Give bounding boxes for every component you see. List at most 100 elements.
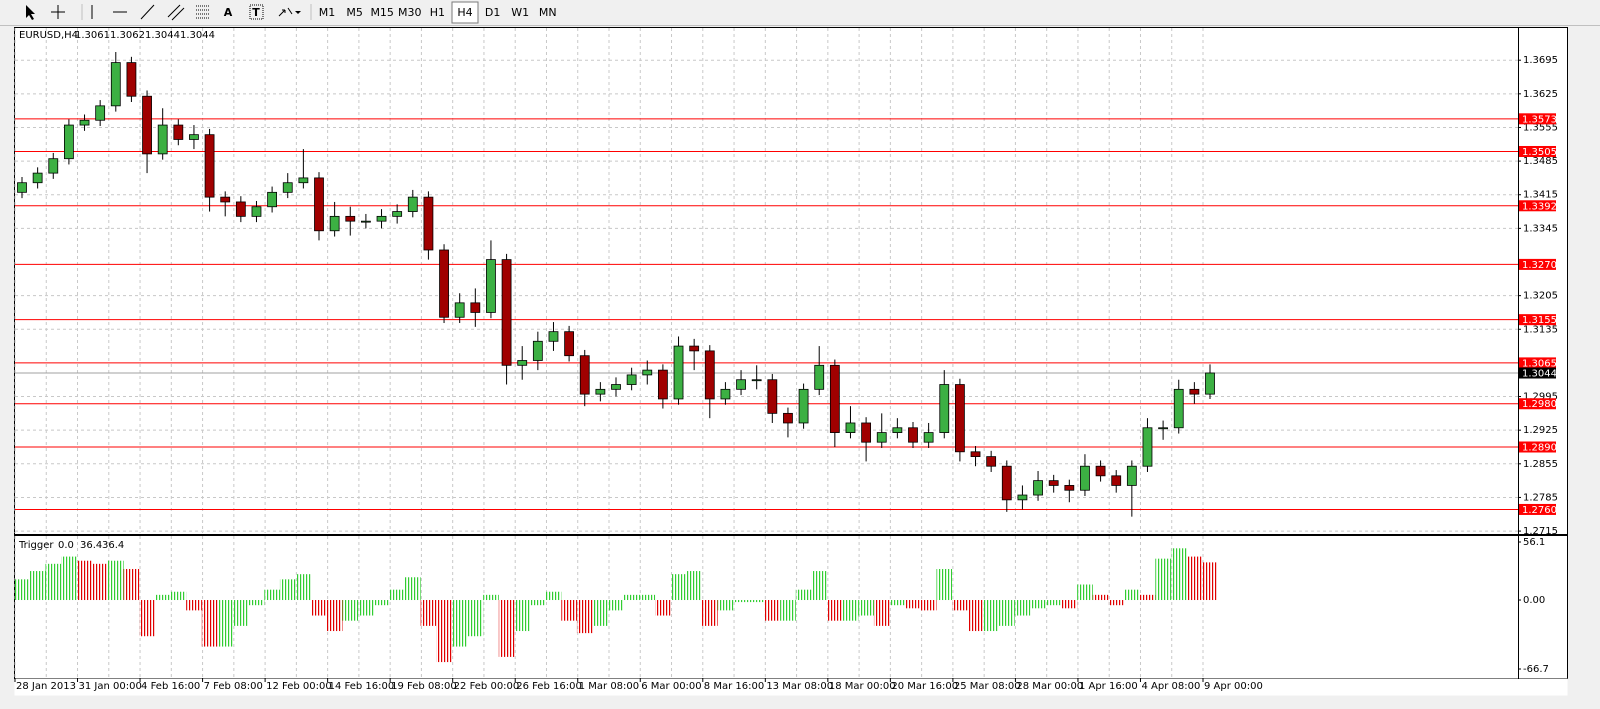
x-tick-label: 8 Mar 16:00	[704, 681, 764, 692]
indicator-readout: 36.4	[102, 540, 124, 551]
level-label: 1.2980	[1522, 399, 1557, 410]
current-price-label: 1.3044	[1522, 368, 1557, 379]
y-tick-label: 1.3415	[1523, 190, 1558, 201]
oscillator-bar	[436, 600, 452, 663]
level-label-box	[1519, 314, 1556, 326]
fibonacci-tool[interactable]	[196, 5, 210, 19]
candle-body	[1001, 465, 1012, 501]
quote-value: 1.3044	[180, 30, 215, 41]
timeframe-button[interactable]: H1	[430, 6, 445, 19]
candle-body	[407, 196, 418, 212]
candle-body	[1064, 485, 1075, 491]
y-tick-label: 1.3345	[1523, 223, 1558, 234]
x-tick-label: 20 Mar 16:00	[891, 681, 958, 692]
timeframe-button[interactable]: M1	[319, 6, 336, 19]
oscillator-bar	[45, 563, 62, 601]
oscillator-bar	[780, 600, 796, 621]
level-label: 1.3392	[1522, 201, 1557, 212]
cursor-tool[interactable]	[26, 5, 35, 20]
candle-body	[267, 191, 278, 208]
level-label: 1.3270	[1522, 260, 1557, 271]
oscillator-bar	[1108, 600, 1125, 606]
y-tick-label: 1.3625	[1523, 89, 1558, 100]
candle-body	[173, 124, 184, 140]
oscillator-bar	[639, 594, 656, 601]
text-tool[interactable]: T	[252, 6, 260, 19]
x-tick-label: 9 Apr 00:00	[1204, 681, 1263, 692]
oscillator-bar	[842, 600, 859, 621]
oscillator-bar	[107, 560, 124, 601]
candle-body	[110, 62, 121, 107]
candle-body	[126, 62, 137, 97]
candle-body	[923, 432, 934, 443]
oscillator-bar	[655, 600, 671, 616]
candle-body	[48, 158, 59, 174]
candle-body	[532, 340, 543, 361]
channel-tool[interactable]	[167, 4, 185, 21]
oscillator-bar	[1202, 562, 1218, 601]
text-tool[interactable]: A	[224, 6, 233, 19]
timeframe-button[interactable]: W1	[511, 6, 529, 19]
candle-body	[1126, 465, 1137, 486]
level-label: 1.3505	[1522, 147, 1557, 158]
level-label: 1.2890	[1522, 442, 1557, 453]
oscillator-bar	[389, 589, 405, 601]
oscillator-bar	[201, 600, 218, 647]
timeframe-button[interactable]: M30	[398, 6, 422, 19]
oscillator-bar	[670, 574, 687, 601]
candle-body	[345, 215, 356, 222]
oscillator-bar	[701, 600, 718, 626]
oscillator-bar	[1139, 594, 1156, 601]
x-tick-label: 26 Feb 16:00	[516, 681, 582, 692]
x-tick-label: 4 Apr 08:00	[1141, 681, 1200, 692]
oscillator-bar	[967, 600, 984, 632]
candle-body	[829, 364, 840, 433]
timeframe-button[interactable]: M15	[370, 6, 394, 19]
x-tick-label: 28 Jan 2013	[16, 681, 76, 692]
oscillator-bar	[139, 600, 155, 637]
y-tick-label: 1.2785	[1523, 492, 1558, 503]
candle-body	[1189, 388, 1200, 395]
indicator-title: Trigger	[18, 540, 54, 551]
timeframe-button[interactable]: M5	[346, 6, 363, 19]
candle-body	[189, 134, 199, 140]
oscillator-bar	[905, 600, 921, 609]
arrows-dropdown[interactable]	[295, 11, 301, 14]
crosshair-tool[interactable]	[51, 5, 65, 19]
oscillator-bar	[858, 600, 874, 616]
candle-body	[1111, 475, 1122, 486]
oscillator-bar	[733, 600, 749, 603]
oscillator-bar	[483, 594, 499, 601]
x-tick-label: 4 Feb 16:00	[141, 681, 200, 692]
trendline-tool[interactable]	[140, 4, 155, 20]
oscillator-bar	[311, 600, 327, 616]
candle-body	[1142, 427, 1153, 467]
oscillator-bar	[764, 600, 781, 621]
y-tick-label: 1.3555	[1523, 122, 1558, 133]
oscillator-bar	[76, 560, 93, 601]
timeframe-button[interactable]: MN	[539, 6, 557, 19]
timeframe-button[interactable]: H4	[457, 6, 472, 19]
candle-body	[548, 331, 559, 342]
candle-body	[611, 384, 621, 390]
y-tick-label: 1.2925	[1523, 425, 1558, 436]
candle-body	[142, 95, 152, 155]
oscillator-bar	[264, 589, 280, 601]
oscillator-bar	[404, 577, 421, 601]
level-label-box	[1519, 145, 1556, 157]
x-tick-label: 14 Feb 16:00	[329, 681, 395, 692]
candle-body	[720, 388, 731, 400]
arrows-tool[interactable]	[278, 7, 293, 17]
x-tick-label: 19 Feb 08:00	[391, 681, 457, 692]
candle-body	[251, 206, 262, 217]
level-label-box	[1519, 357, 1556, 369]
y-tick-label: 1.3205	[1523, 291, 1558, 302]
oscillator-bar	[592, 600, 609, 626]
x-tick-label: 6 Mar 00:00	[641, 681, 701, 692]
oscillator-bar	[1124, 589, 1140, 601]
timeframe-button[interactable]: D1	[485, 6, 500, 19]
candle-body	[673, 345, 684, 400]
oscillator-bar	[29, 571, 46, 601]
candle-body	[986, 456, 997, 467]
oscillator-bar	[889, 600, 906, 606]
